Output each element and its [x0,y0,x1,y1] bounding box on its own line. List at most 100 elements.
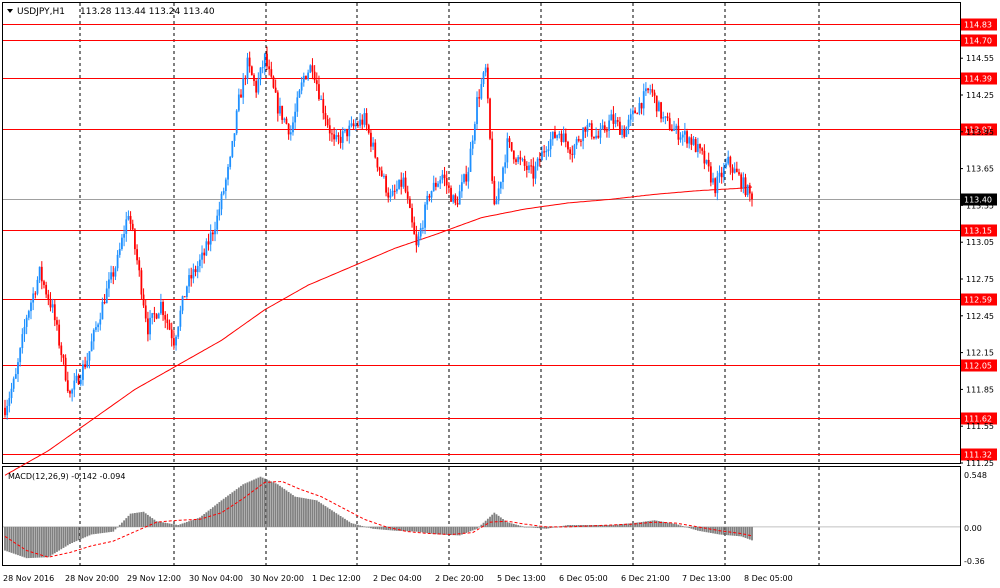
axis-layer: 28 Nov 2016 28 Nov 20:00 29 Nov 12:00 30 No… [3,54,994,583]
symbol-label: USDJPY,H1 [17,7,65,17]
candle-body [69,391,71,394]
time-axis-label: 28 Nov 2016 [3,574,54,583]
macd-histogram-bar [675,524,678,527]
macd-histogram-bar [480,524,483,527]
candle-body [499,182,502,189]
macd-histogram-bar [231,492,234,527]
time-axis-label: 8 Dec 05:00 [744,574,793,583]
time-axis-label: 6 Dec 05:00 [559,574,608,583]
macd-histogram-bar [69,526,71,544]
candle-body [237,94,240,111]
macd-histogram-bar [484,520,487,527]
time-axis-label: 7 Dec 13:00 [682,574,731,583]
candle-body [261,67,264,69]
macd-histogram-bar [465,526,468,533]
candle-body [324,113,327,120]
candle-body [112,272,115,277]
macd-histogram-bar [194,518,197,527]
price-tick-label: 112.45 [966,312,994,321]
macd-histogram-bar [621,524,623,527]
candle-body [142,294,145,306]
candle-body [638,103,641,114]
candle-body [424,204,426,228]
macd-histogram-bar [400,526,403,531]
macd-histogram-bar [419,526,422,533]
macd-histogram-bar [387,526,390,531]
macd-histogram-bar [378,526,381,530]
macd-histogram-bar [467,526,470,533]
current-price-label: 113.40 [964,196,992,205]
candle-body [707,159,710,167]
candle-body [627,119,630,128]
macd-histogram-bar [118,524,121,527]
candle-body [255,81,258,93]
macd-histogram-bar [681,526,684,527]
candle-body [538,158,541,161]
macd-histogram-bar [357,524,359,527]
candle-body [207,241,210,245]
macd-histogram-bar [725,526,727,536]
candle-body [603,125,606,131]
macd-histogram-bar [333,511,336,527]
macd-histogram-bar [690,526,693,529]
candle-body [118,248,121,255]
macd-histogram-bar [112,526,115,532]
candle-body [506,138,509,163]
candle-body [179,310,182,327]
price-tick-label: 114.55 [966,54,994,63]
macd-histogram-bar [499,517,502,527]
macd-histogram-bar [341,517,344,527]
candle-body [348,125,351,137]
macd-histogram-bar [367,526,370,528]
macd-histogram-bar [575,525,578,527]
candle-body [138,260,141,271]
candle-body [359,119,361,126]
candle-body [259,67,262,80]
macd-histogram-bar [746,526,749,539]
candle-body [577,139,580,141]
candle-body [188,275,190,287]
macd-histogram-bar [413,526,416,532]
chart-header[interactable]: USDJPY,H1 113.28 113.44 113.24 113.40 [7,7,215,17]
macd-histogram-bar [408,526,411,532]
candle-body [458,191,461,205]
candle-body [36,279,39,294]
macd-histogram-bar [679,525,682,527]
macd-histogram-bar [6,526,9,552]
candle-body [79,379,82,385]
macd-tick-bottom: -0.36 [964,557,985,566]
macd-histogram-bar [372,526,374,529]
candle-body [463,174,465,183]
macd-histogram-bar [573,525,576,527]
candle-body [402,177,405,187]
macd-histogram-bar [439,526,442,535]
candle-body [75,375,78,381]
candle-body [318,84,320,100]
macd-histogram-bar [211,507,214,527]
macd-histogram-bar [170,523,173,527]
candle-body [103,301,106,304]
macd-histogram-bar [597,525,600,527]
menu-triangle-icon[interactable] [7,9,13,13]
candle-body [588,123,591,126]
candle-body [573,145,576,155]
macd-histogram-bar [365,526,368,528]
macd-histogram-bar [285,490,288,527]
macd-histogram-bar [214,505,216,527]
macd-histogram-bar [751,526,753,541]
macd-tick-zero: 0.00 [964,524,982,533]
macd-histogram-bar [491,514,494,527]
candle-body [729,156,732,168]
candle-body [281,105,284,120]
candle-body [584,127,587,132]
candle-body [387,192,390,198]
macd-histogram-bar [207,510,210,527]
macd-histogram-bar [159,521,162,527]
candle-body [590,123,593,137]
candle-body [313,71,316,81]
macd-histogram-bar [281,487,284,527]
candle-body [534,166,537,179]
candle-body [746,185,749,196]
candle-body [131,223,134,230]
